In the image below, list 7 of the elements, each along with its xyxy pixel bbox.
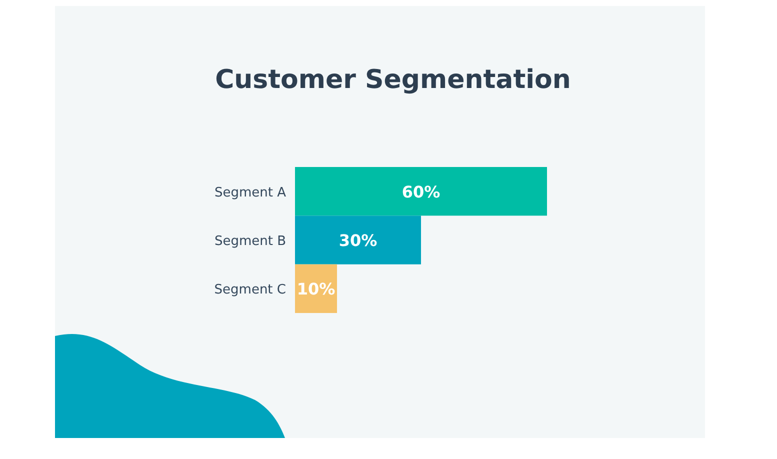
y-tick-label: Segment A [214, 185, 286, 200]
data-label: 60% [402, 182, 440, 202]
y-tick-label: Segment C [214, 282, 286, 298]
data-label: 10% [296, 280, 336, 299]
chart-title: Customer Segmentation [215, 65, 571, 95]
data-label: 30% [338, 231, 378, 250]
y-tick-label: Segment B [214, 234, 286, 249]
